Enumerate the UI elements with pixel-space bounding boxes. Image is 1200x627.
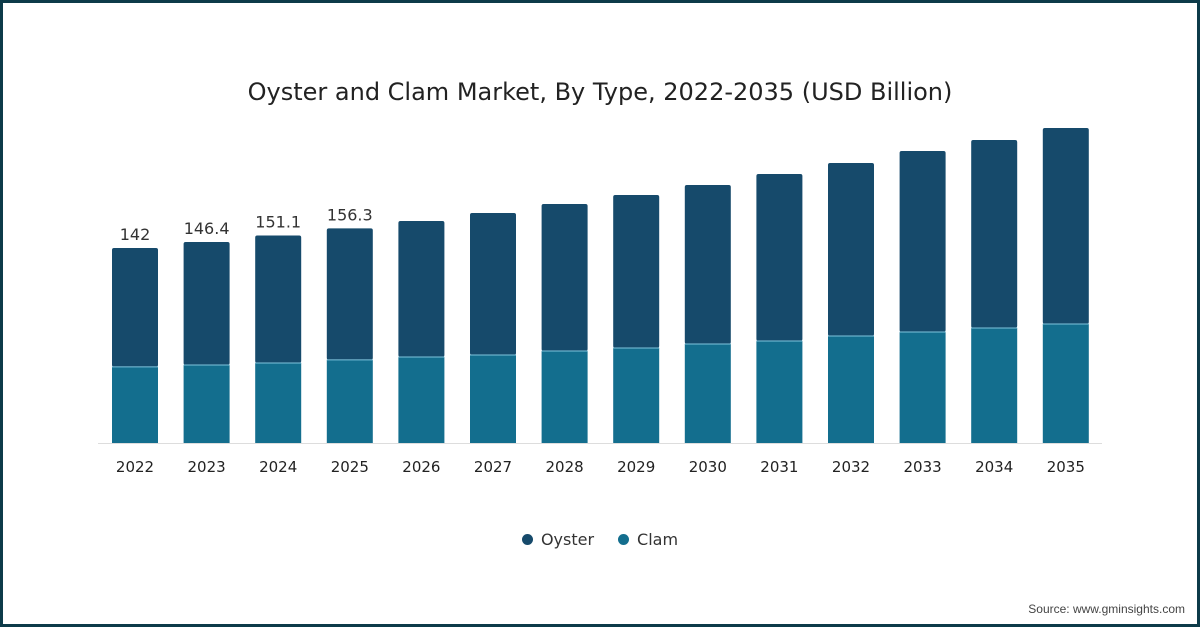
bar-oyster-2022[interactable] — [112, 248, 158, 367]
bar-oyster-2027[interactable] — [470, 213, 516, 355]
bar-clam-2032[interactable] — [828, 336, 874, 443]
bar-oyster-2029[interactable] — [613, 195, 660, 348]
bar-oyster-2033[interactable] — [899, 150, 946, 333]
x-tick-label: 2035 — [1047, 458, 1085, 476]
x-tick-label: 2028 — [546, 458, 584, 476]
bar-oyster-2030[interactable] — [684, 185, 731, 345]
x-tick-label: 2034 — [975, 458, 1013, 476]
bar-clam-2025[interactable] — [326, 359, 373, 443]
legend-label-clam: Clam — [637, 530, 679, 549]
bar-clam-2024[interactable] — [255, 362, 302, 443]
bar-clam-2027[interactable] — [470, 354, 516, 443]
x-tick-label: 2030 — [689, 458, 727, 476]
data-label: 156.3 — [327, 205, 373, 224]
x-tick-label: 2023 — [188, 458, 226, 476]
bar-oyster-2028[interactable] — [541, 203, 588, 352]
bar-clam-2029[interactable] — [613, 347, 660, 443]
x-tick-label: 2024 — [259, 458, 297, 476]
x-tick-label: 2022 — [116, 458, 154, 476]
bar-oyster-2034[interactable] — [971, 139, 1018, 328]
bar-clam-2026[interactable] — [398, 357, 445, 443]
x-tick-label: 2033 — [904, 458, 942, 476]
legend-marker-oyster — [521, 534, 533, 545]
x-tick-label: 2026 — [402, 458, 440, 476]
bar-clam-2028[interactable] — [541, 351, 588, 443]
x-tick-label: 2025 — [331, 458, 369, 476]
legend-label-oyster: Oyster — [540, 530, 595, 549]
chart-title: Oyster and Clam Market, By Type, 2022-20… — [247, 78, 953, 106]
legend-item-clam[interactable]: Clam — [618, 530, 678, 549]
data-label: 151.1 — [255, 213, 301, 232]
bar-oyster-2024[interactable] — [255, 235, 302, 363]
bar-clam-2022[interactable] — [112, 366, 158, 443]
bar-clam-2031[interactable] — [756, 340, 803, 443]
source-note: Source: www.gminsights.com — [1028, 602, 1185, 616]
bar-clam-2023[interactable] — [183, 365, 230, 443]
data-label: 146.4 — [184, 219, 230, 238]
data-label: 142 — [120, 225, 151, 244]
bar-oyster-2023[interactable] — [183, 241, 230, 366]
bar-clam-2034[interactable] — [971, 327, 1018, 443]
bar-oyster-2031[interactable] — [756, 174, 803, 341]
x-tick-label: 2027 — [474, 458, 512, 476]
bar-oyster-2032[interactable] — [828, 163, 874, 337]
bar-clam-2033[interactable] — [899, 332, 946, 443]
legend: Oyster Clam — [3, 530, 1197, 549]
bar-oyster-2026[interactable] — [398, 220, 445, 358]
bar-clam-2035[interactable] — [1042, 323, 1089, 443]
bar-clam-2030[interactable] — [684, 344, 731, 443]
x-tick-label: 2032 — [832, 458, 870, 476]
bar-oyster-2025[interactable] — [326, 228, 373, 360]
x-tick-label: 2029 — [617, 458, 655, 476]
legend-item-oyster[interactable]: Oyster — [521, 530, 595, 549]
x-tick-label: 2031 — [760, 458, 798, 476]
bar-oyster-2035[interactable] — [1042, 128, 1089, 324]
legend-marker-clam — [618, 534, 630, 545]
